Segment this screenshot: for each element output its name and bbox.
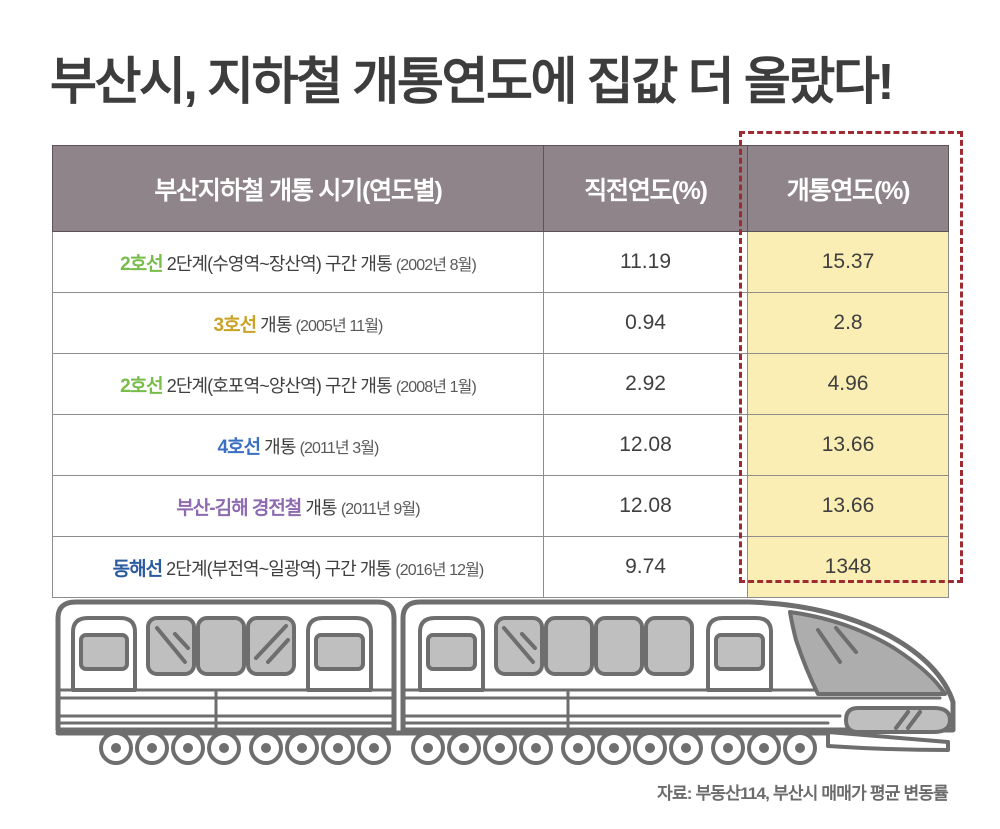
source-note: 자료: 부동산114, 부산시 매매가 평균 변동률 <box>657 784 949 803</box>
previous-year-value: 11.19 <box>543 231 748 293</box>
table-row: 4호선 개통 (2011년 3월) 12.08 13.66 <box>52 414 949 476</box>
row-label-cell: 동해선 2단계(부전역~일광역) 구간 개통 (2016년 12월) <box>52 536 544 598</box>
data-table-container: 부산지하철 개통 시기(연도별) 직전연도(%) 개통연도(%) 2호선 2단계… <box>52 145 949 598</box>
line-description: 개통 <box>264 436 296 457</box>
column-header-opening-year: 개통연도(%) <box>747 145 949 232</box>
line-name: 4호선 <box>217 436 262 458</box>
line-description: 2단계(수영역~장산역) 구간 개통 <box>166 253 393 274</box>
opening-year-value: 1348 <box>747 536 949 598</box>
line-name: 부산-김해 경전철 <box>176 497 302 519</box>
row-label-cell: 2호선 2단계(호포역~양산역) 구간 개통 (2008년 1월) <box>52 353 544 415</box>
table-row: 동해선 2단계(부전역~일광역) 구간 개통 (2016년 12월) 9.74 … <box>52 536 949 598</box>
column-header-opening-period: 부산지하철 개통 시기(연도별) <box>52 145 544 232</box>
opening-year-value: 15.37 <box>747 231 949 293</box>
row-label-cell: 4호선 개통 (2011년 3월) <box>52 414 544 476</box>
table-header-row: 부산지하철 개통 시기(연도별) 직전연도(%) 개통연도(%) <box>52 145 949 232</box>
line-open-date: (2016년 12월) <box>395 561 484 579</box>
line-description: 개통 <box>305 497 337 518</box>
line-open-date: (2011년 9월) <box>340 500 421 518</box>
opening-year-value: 4.96 <box>747 353 949 415</box>
previous-year-value: 9.74 <box>543 536 748 598</box>
opening-year-value: 13.66 <box>747 414 949 476</box>
line-open-date: (2002년 8월) <box>395 256 477 274</box>
row-label-cell: 2호선 2단계(수영역~장산역) 구간 개통 (2002년 8월) <box>52 231 544 293</box>
line-description: 2단계(호포역~양산역) 구간 개통 <box>166 375 393 396</box>
table-row: 부산-김해 경전철 개통 (2011년 9월) 12.08 13.66 <box>52 475 949 537</box>
train-illustration <box>28 590 978 775</box>
previous-year-value: 12.08 <box>543 475 748 537</box>
page-title: 부산시, 지하철 개통연도에 집값 더 올랐다! <box>50 53 894 110</box>
previous-year-value: 2.92 <box>543 353 748 415</box>
previous-year-value: 0.94 <box>543 292 748 354</box>
line-open-date: (2005년 11월) <box>295 317 384 335</box>
line-name: 2호선 <box>120 375 164 397</box>
line-description: 개통 <box>260 314 292 335</box>
line-open-date: (2011년 3월) <box>299 439 380 457</box>
line-description: 2단계(부전역~일광역) 구간 개통 <box>166 558 392 579</box>
line-name: 2호선 <box>120 253 164 275</box>
line-name: 동해선 <box>112 558 163 580</box>
opening-year-value: 2.8 <box>747 292 949 354</box>
table-row: 2호선 2단계(호포역~양산역) 구간 개통 (2008년 1월) 2.92 4… <box>52 353 949 415</box>
table-row: 3호선 개통 (2005년 11월) 0.94 2.8 <box>52 292 949 354</box>
row-label-cell: 3호선 개통 (2005년 11월) <box>52 292 544 354</box>
opening-year-value: 13.66 <box>747 475 949 537</box>
line-name: 3호선 <box>213 314 258 336</box>
subway-housing-table: 부산지하철 개통 시기(연도별) 직전연도(%) 개통연도(%) 2호선 2단계… <box>52 145 949 598</box>
line-open-date: (2008년 1월) <box>395 378 477 396</box>
column-header-previous-year: 직전연도(%) <box>543 145 748 232</box>
previous-year-value: 12.08 <box>543 414 748 476</box>
row-label-cell: 부산-김해 경전철 개통 (2011년 9월) <box>52 475 544 537</box>
table-row: 2호선 2단계(수영역~장산역) 구간 개통 (2002년 8월) 11.19 … <box>52 231 949 293</box>
